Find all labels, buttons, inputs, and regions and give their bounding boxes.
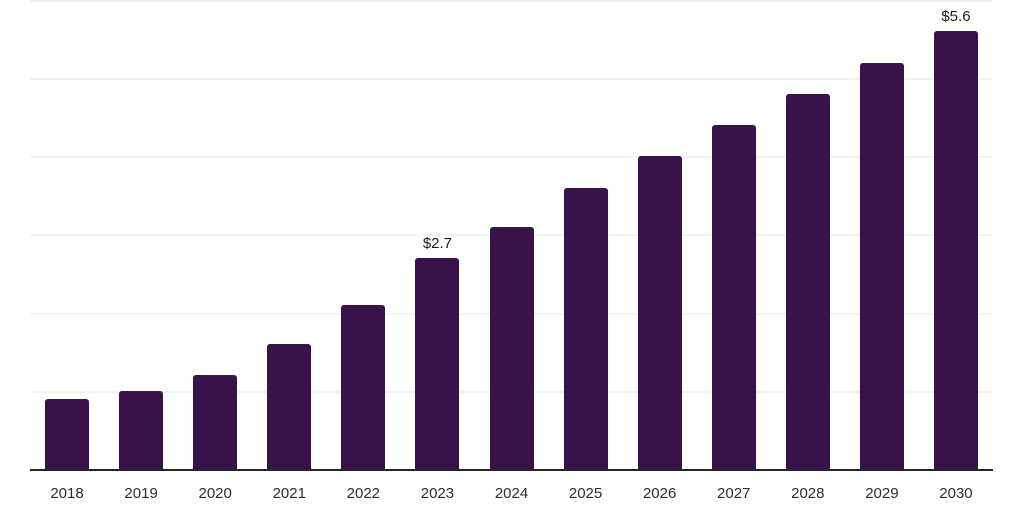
bar-2026 [637, 156, 682, 470]
x-tick-label-2020: 2020 [198, 485, 232, 502]
bar-2018 [45, 399, 90, 470]
x-tick-label-2029: 2029 [865, 485, 899, 502]
bar-2019 [119, 391, 164, 470]
bar-2027 [711, 125, 756, 470]
bar-2025 [563, 188, 608, 470]
x-tick-label-2030: 2030 [939, 485, 973, 502]
x-tick-label-2018: 2018 [50, 485, 84, 502]
y-gridline [30, 156, 993, 159]
x-tick-label-2028: 2028 [791, 485, 825, 502]
x-tick-label-2019: 2019 [124, 485, 158, 502]
bar-2023 [415, 258, 460, 470]
x-tick-label-2022: 2022 [346, 485, 381, 502]
x-axis-line [30, 469, 993, 471]
bar-2028 [785, 94, 830, 470]
bar-value-label-2030: $5.6 [941, 8, 971, 25]
bar-2020 [193, 375, 238, 470]
bar-2021 [267, 344, 312, 470]
y-gridline [30, 0, 993, 2]
x-tick-label-2027: 2027 [717, 485, 751, 502]
bar-2029 [859, 63, 904, 470]
bar-value-label-2023: $2.7 [422, 235, 453, 252]
x-tick-label-2026: 2026 [642, 485, 677, 502]
y-gridline [30, 78, 993, 81]
x-tick-label-2023: 2023 [420, 485, 455, 502]
x-tick-label-2025: 2025 [568, 485, 603, 502]
bar-2022 [341, 305, 386, 470]
x-tick-label-2021: 2021 [272, 485, 306, 502]
x-tick-label-2024: 2024 [494, 485, 529, 502]
bar-2030 [933, 31, 978, 470]
bar-2024 [489, 227, 534, 470]
